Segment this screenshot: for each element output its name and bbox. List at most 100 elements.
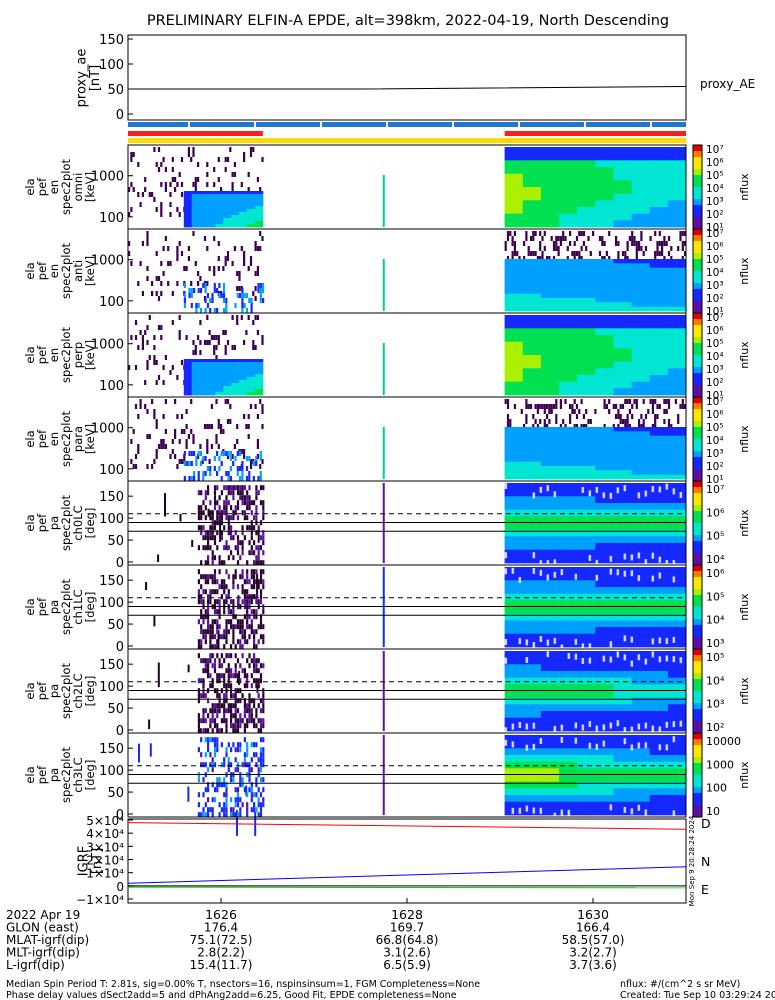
spectrogram-cell [218,698,221,704]
spectrogram-cell [677,419,680,424]
spectrogram-cell [243,698,246,704]
spectrogram-cell [200,510,203,516]
spectrogram-cell [200,639,203,645]
ylabel-line: anti [71,260,85,282]
spectrogram-band [613,285,633,290]
pitch-noise [630,554,634,561]
spectrogram-cell [128,365,131,370]
spectrogram-band [504,691,524,699]
spectrogram-cell [681,246,684,251]
spectrogram-band [199,191,208,195]
spectrogram-cell [197,644,200,650]
spectrogram-cell [199,444,202,449]
spectrogram-cell [603,424,606,429]
spectrogram-cell [552,246,556,251]
spectrogram-cell [615,241,618,246]
spectrogram-band [613,711,633,719]
spectrogram-band [199,221,208,225]
spectrogram-band [595,808,614,816]
spectrogram-cell [261,404,264,409]
spectrogram-band [239,218,248,222]
spectrogram-band [522,315,542,323]
spectrogram-cell [223,708,226,714]
spectrogram-cell [216,629,219,635]
pitch-streak [217,630,220,652]
spectrogram-cell [200,594,203,600]
ylabel-line: ch1LC [71,589,85,624]
spectrogram-band [631,153,651,161]
colorbar-segment [693,589,702,596]
spectrogram-band [231,359,240,363]
ylabel-line: spec2plot [59,158,73,215]
spectrogram-band [631,748,651,756]
pitch-noise [581,658,585,664]
spectrogram-cell [209,515,212,521]
spectrogram-cell [255,614,258,620]
spectrogram-cell [246,579,249,585]
spectrogram-cell [137,281,140,286]
spectrogram-cell [249,147,253,152]
energy-spike [382,259,385,311]
spectrogram-band [649,600,669,608]
spectrogram-band [595,173,614,181]
spectrogram-band [191,383,201,387]
pitch-noise [525,744,529,751]
spectrogram-band [183,203,193,207]
spectrogram-band [595,431,614,436]
spectrogram-band [577,187,596,195]
spectrogram-cell [236,584,240,590]
spectrogram-band [559,470,578,475]
spectrogram-band [207,389,216,393]
spectrogram-cell [223,807,226,813]
spectrogram-cell [261,236,264,241]
spectrogram-cell [180,182,184,187]
colorbar-tick: 10¹ [706,306,724,318]
spectrogram-cell [225,653,228,659]
spectrogram-band [613,684,633,692]
spectrogram-cell [200,658,203,664]
pitch-noise [553,571,557,578]
pitch-streak [238,671,241,685]
spectrogram-band [540,280,560,286]
spectrogram-cell [197,451,200,456]
spectrogram-cell [178,315,181,320]
spectrogram-cell [234,787,237,793]
spectrogram-cell [245,476,249,481]
spectrogram-band [613,516,633,524]
spectrogram-band [649,607,669,615]
spectrogram-cell [259,619,263,625]
spectrogram-band [559,298,578,303]
spectrogram-cell [241,550,244,556]
spectrogram-band [522,272,542,277]
spectrogram-band [504,280,524,286]
spectrogram-band [522,556,542,564]
spectrogram-band [199,200,208,204]
spectrogram-band [559,483,578,491]
spectrogram-cell [236,728,240,734]
spectrogram-cell [587,419,590,424]
spectrogram-cell [617,241,620,246]
spectrogram-cell [261,340,264,345]
spectrogram-band [613,289,633,294]
spectrogram-band [667,267,687,273]
spectrogram-band [215,386,224,390]
colorbar-tick: 10⁴ [706,183,724,195]
spectrogram-band [504,580,524,588]
spectrogram-band [595,187,614,195]
spectrogram-cell [248,500,251,506]
spectrogram-band [215,374,224,378]
spectrogram-cell [218,609,221,615]
spectrogram-cell [211,728,214,734]
spectrogram-cell [506,404,510,409]
spectrogram-cell [223,584,226,590]
spectrogram-band [540,153,560,161]
spectrogram-cell [642,419,645,424]
spectrogram-cell [162,414,165,419]
spectrogram-cell [243,515,246,521]
spectrogram-cell [220,187,223,192]
spectrogram-band [649,633,669,641]
spectrogram-cell [204,298,207,303]
spectrogram-cell [262,298,265,303]
spectrogram-band [540,489,560,497]
